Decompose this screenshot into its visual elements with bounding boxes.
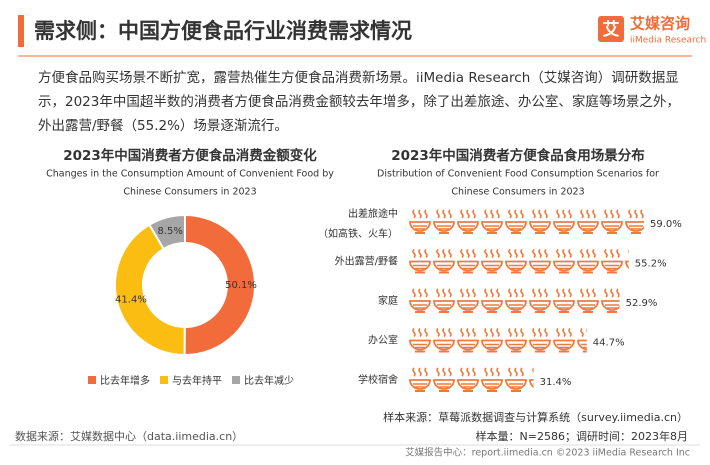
bowl-icon xyxy=(553,327,575,353)
bowl-icon xyxy=(505,288,527,313)
bowl-icon xyxy=(578,368,598,391)
bowl-icon xyxy=(481,367,503,392)
bowl-icon xyxy=(505,327,527,353)
bowl-icon xyxy=(457,209,479,234)
legend-label: 比去年增多 xyxy=(100,374,150,387)
bowl-icon xyxy=(577,209,599,234)
bowl-icon xyxy=(602,368,622,391)
data-label: 44.7% xyxy=(593,338,625,349)
category-label: 家庭 xyxy=(378,294,398,307)
bowl-icon xyxy=(481,288,503,313)
pie-slice xyxy=(147,213,186,251)
chart-subtitle: Distribution of Convenient Food Consumpt… xyxy=(377,169,659,180)
bowl-icon xyxy=(529,209,551,234)
bowl-icon xyxy=(433,327,455,353)
bowl-icon xyxy=(601,209,623,234)
bowl-icon xyxy=(433,367,455,392)
icon-bar xyxy=(409,288,620,313)
icon-bar xyxy=(409,367,646,392)
bowl-icon xyxy=(529,327,551,353)
icon-bar xyxy=(409,209,644,234)
category-label: 出差旅途中 xyxy=(348,207,398,220)
bowl-icon xyxy=(553,248,575,274)
bowl-icon xyxy=(601,288,620,313)
bowl-icon xyxy=(433,288,455,313)
chart-subtitle: Chinese Consumers in 2023 xyxy=(451,187,584,198)
bowl-icon xyxy=(553,209,575,234)
chart-subtitle: Chinese Consumers in 2023 xyxy=(123,187,256,198)
bowl-icon xyxy=(433,248,455,274)
bowl-icon xyxy=(577,288,599,313)
description-line: 外出露营/野餐（55.2%）场景逐渐流行。 xyxy=(38,118,288,134)
category-label: 外出露营/野餐 xyxy=(335,255,398,268)
category-label: 学校宿舍 xyxy=(358,373,398,386)
sample-size: 样本量：N=2586；调研时间：2023年8月 xyxy=(476,429,688,443)
bowl-icon xyxy=(505,367,527,392)
bowl-icon xyxy=(625,209,644,234)
bowl-icon xyxy=(553,288,575,313)
pie-slice xyxy=(114,223,186,357)
bowl-icon xyxy=(457,367,479,392)
category-label: （如高铁、火车） xyxy=(318,227,398,240)
logo-en: iiMedia Research xyxy=(630,36,706,46)
bowl-icon xyxy=(457,288,479,313)
description-line: 示，2023年中国超半数的消费者方便食品消费金额较去年增多，除了出差旅途、办公室… xyxy=(38,93,680,110)
footer: 艾媒报告中心：report.iimedia.cn ©2023 iiMedia R… xyxy=(405,447,690,459)
logo-box xyxy=(598,16,624,42)
bowl-icon xyxy=(626,329,646,352)
chart-title: 2023年中国消费者方便食品消费金额变化 xyxy=(63,147,317,164)
bowl-icon xyxy=(529,288,551,313)
bowl-icon xyxy=(433,209,455,234)
bowl-icon xyxy=(409,248,431,274)
bowl-icon xyxy=(529,248,551,274)
legend-swatch xyxy=(160,376,168,384)
bowl-icon xyxy=(601,248,623,274)
bowl-icon xyxy=(505,209,527,234)
page-title: 需求侧：中国方便食品行业消费需求情况 xyxy=(34,19,412,43)
logo-icon: 艾 xyxy=(603,19,620,40)
legend-swatch xyxy=(88,376,96,384)
legend-label: 与去年持平 xyxy=(172,374,222,387)
data-label: 52.9% xyxy=(626,298,658,309)
bowl-icon xyxy=(481,248,503,274)
bowl-icon xyxy=(457,248,479,274)
data-label: 55.2% xyxy=(635,259,667,270)
data-label: 8.5% xyxy=(158,226,183,237)
logo-cn: 艾媒咨询 xyxy=(630,15,690,33)
chart-subtitle: Changes in the Consumption Amount of Con… xyxy=(46,169,334,180)
pie-slice xyxy=(183,213,256,356)
description-line: 方便食品购买场景不断扩宽，露营热催生方便食品消费新场景。iiMedia Rese… xyxy=(38,69,679,86)
bowl-icon xyxy=(626,368,646,391)
bowl-icon xyxy=(577,248,599,274)
data-label: 41.4% xyxy=(115,295,147,306)
data-label: 59.0% xyxy=(650,219,682,230)
data-label: 50.1% xyxy=(225,280,257,291)
bowl-icon xyxy=(505,248,527,274)
chart-title: 2023年中国消费者方便食品食用场景分布 xyxy=(391,147,645,164)
icon-bar xyxy=(409,248,629,274)
bowl-icon xyxy=(481,209,503,234)
bowl-icon xyxy=(409,209,431,234)
category-label: 办公室 xyxy=(368,334,398,347)
legend-label: 比去年减少 xyxy=(244,374,294,387)
bowl-icon xyxy=(409,367,431,392)
data-label: 31.4% xyxy=(540,377,572,388)
data-source: 数据来源：艾媒数据中心（data.iimedia.cn） xyxy=(15,429,243,443)
legend-swatch xyxy=(232,376,240,384)
bowl-icon xyxy=(409,288,431,313)
bowl-icon xyxy=(457,327,479,353)
bowl-icon xyxy=(409,327,431,353)
sample-source: 样本来源：草莓派数据调查与计算系统（survey.iimedia.cn） xyxy=(383,410,688,424)
bowl-icon xyxy=(481,327,503,353)
title-accent xyxy=(18,15,24,47)
